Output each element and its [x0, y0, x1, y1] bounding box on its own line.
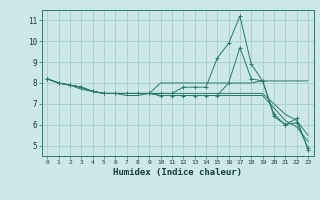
X-axis label: Humidex (Indice chaleur): Humidex (Indice chaleur): [113, 168, 242, 177]
